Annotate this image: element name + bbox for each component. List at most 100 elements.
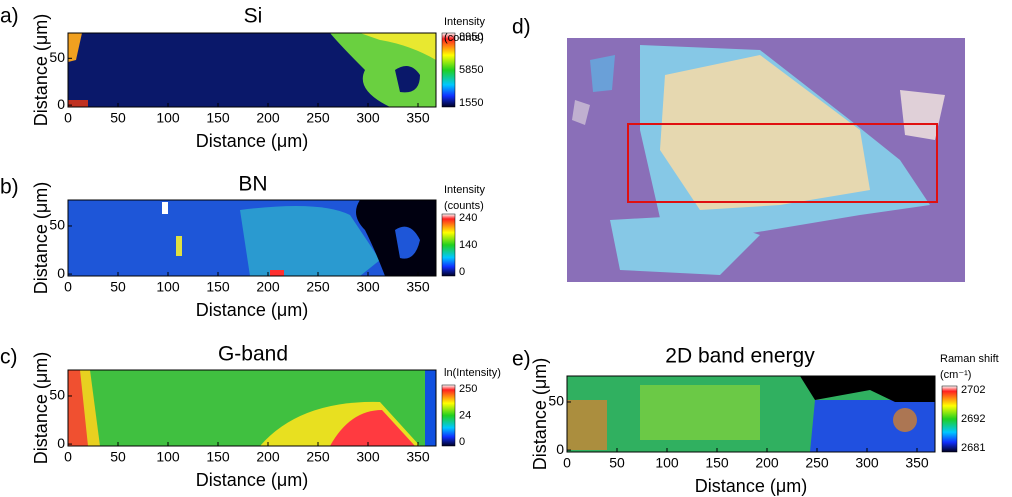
- colorbar: [941, 385, 958, 453]
- x-tick-label: 250: [306, 110, 330, 126]
- x-tick-label: 50: [110, 449, 126, 465]
- x-tick-label: 50: [110, 279, 126, 295]
- panel-image: [68, 200, 436, 276]
- image-region: [68, 33, 82, 62]
- x-tick-label: 350: [905, 455, 929, 471]
- image-region: [567, 400, 607, 450]
- image-region: [660, 55, 870, 210]
- x-tick-label: 300: [356, 110, 380, 126]
- image-region: [572, 100, 590, 125]
- panel-image: [567, 376, 935, 452]
- x-tick-label: 50: [110, 110, 126, 126]
- colorbar-tick-label: 0: [459, 436, 465, 448]
- colorbar-tick-label: 0: [459, 266, 465, 278]
- image-region: [68, 370, 88, 446]
- colorbar-title: Raman shift: [940, 353, 999, 365]
- image-region: [395, 66, 420, 93]
- image-region: [640, 385, 760, 440]
- colorbar-title: (counts): [444, 200, 484, 212]
- panel-image: [567, 38, 965, 282]
- y-tick-label: 0: [556, 441, 564, 457]
- x-tick-label: 50: [609, 455, 625, 471]
- image-region: [610, 215, 760, 275]
- x-tick-label: 200: [256, 279, 280, 295]
- x-tick-label: 350: [406, 449, 430, 465]
- x-tick-label: 200: [755, 455, 779, 471]
- x-tick-label: 0: [64, 279, 72, 295]
- x-tick-label: 0: [64, 110, 72, 126]
- y-tick-label: 50: [49, 217, 65, 233]
- x-tick-label: 150: [705, 455, 729, 471]
- x-tick-label: 150: [206, 449, 230, 465]
- colorbar-tick-label: 5850: [459, 64, 483, 76]
- colorbar-title: Intensity: [444, 16, 485, 28]
- colorbar-tick-label: 2702: [961, 384, 985, 396]
- x-tick-label: 100: [156, 279, 180, 295]
- colorbar-tick-label: 140: [459, 239, 477, 251]
- chart-title: G-band: [218, 343, 288, 366]
- colorbar-tick-label: 1550: [459, 97, 483, 109]
- image-region: [68, 100, 88, 107]
- x-tick-label: 150: [206, 110, 230, 126]
- y-axis-label: Distance (μm): [530, 358, 550, 470]
- x-tick-label: 200: [256, 449, 280, 465]
- x-tick-label: 100: [156, 110, 180, 126]
- plot-frame: [566, 375, 936, 453]
- colorbar-title: (cm⁻¹): [940, 369, 971, 381]
- panel-label: a): [0, 5, 19, 28]
- y-axis-label: Distance (μm): [31, 182, 51, 294]
- y-tick-label: 50: [49, 387, 65, 403]
- x-axis-label: Distance (μm): [196, 300, 308, 320]
- colorbar: [441, 213, 456, 277]
- colorbar-tick-label: 2681: [961, 442, 985, 454]
- chart-title: 2D band energy: [665, 345, 815, 368]
- y-tick-label: 0: [57, 265, 65, 281]
- image-region: [162, 202, 168, 214]
- x-axis-label: Distance (μm): [196, 131, 308, 151]
- x-tick-label: 300: [356, 449, 380, 465]
- plot-frame: [67, 199, 437, 277]
- x-tick-label: 350: [406, 279, 430, 295]
- x-tick-label: 350: [406, 110, 430, 126]
- image-region: [356, 200, 436, 276]
- panel-label: e): [512, 348, 531, 371]
- y-tick-label: 50: [49, 49, 65, 65]
- image-region: [360, 33, 436, 60]
- colorbar-tick-label: 24: [459, 409, 471, 421]
- colorbar-tick-label: 2692: [961, 413, 985, 425]
- colorbar-title: Intensity: [444, 184, 485, 196]
- panel-label: c): [0, 346, 18, 369]
- x-tick-label: 100: [156, 449, 180, 465]
- colorbar-tick-label: 250: [459, 383, 477, 395]
- colorbar-title: ln(Intensity): [444, 367, 501, 379]
- panel-label: d): [512, 16, 531, 39]
- plot-frame: [67, 32, 437, 108]
- image-region: [270, 270, 284, 276]
- colorbar-title: (counts): [444, 32, 484, 44]
- colorbar-tick-label: 8950: [459, 31, 483, 43]
- x-tick-label: 250: [306, 279, 330, 295]
- image-region: [893, 408, 917, 432]
- y-tick-label: 0: [57, 435, 65, 451]
- image-region: [330, 410, 415, 446]
- panel-image: [68, 370, 436, 446]
- x-axis-label: Distance (μm): [695, 476, 807, 496]
- panel-image: [68, 33, 436, 107]
- x-tick-label: 300: [855, 455, 879, 471]
- x-tick-label: 200: [256, 110, 280, 126]
- image-region: [425, 370, 436, 446]
- y-tick-label: 0: [57, 96, 65, 112]
- colorbar: [441, 32, 456, 108]
- image-region: [810, 400, 935, 452]
- colorbar: [441, 384, 456, 447]
- plot-frame: [67, 369, 437, 447]
- x-tick-label: 0: [64, 449, 72, 465]
- x-tick-label: 0: [563, 455, 571, 471]
- image-region: [240, 206, 380, 276]
- y-tick-label: 50: [548, 393, 564, 409]
- image-region: [590, 55, 615, 92]
- x-tick-label: 300: [356, 279, 380, 295]
- image-region: [176, 236, 182, 256]
- x-tick-label: 250: [805, 455, 829, 471]
- y-axis-label: Distance (μm): [31, 14, 51, 126]
